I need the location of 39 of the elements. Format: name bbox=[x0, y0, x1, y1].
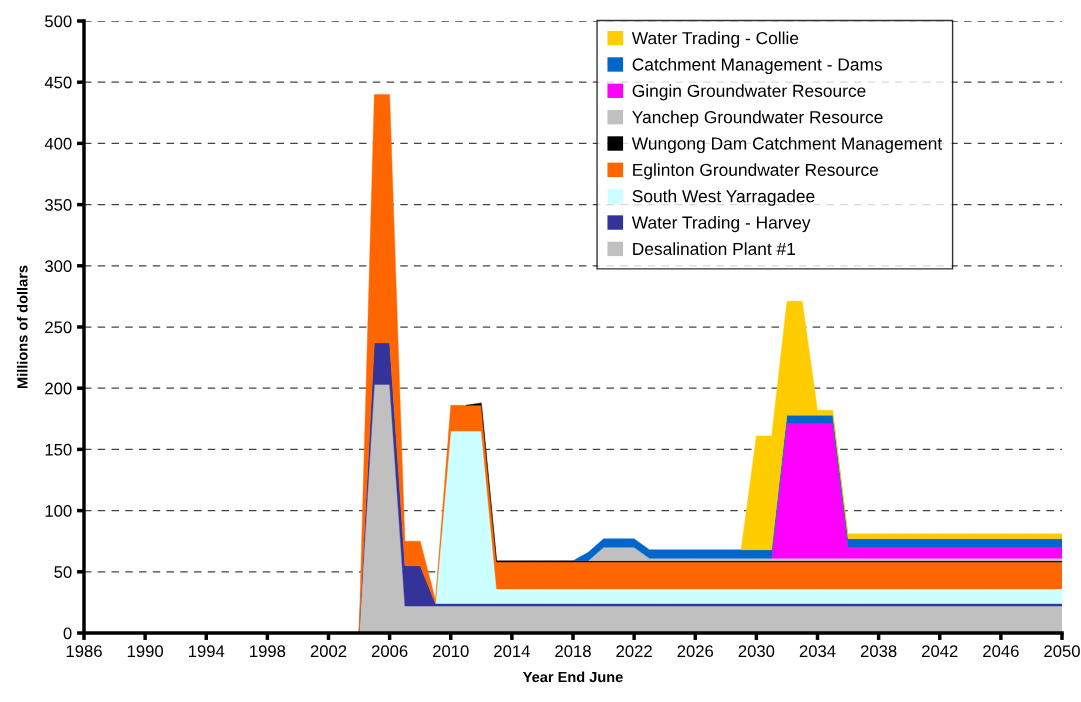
x-tick-label: 2026 bbox=[677, 645, 714, 658]
y-tick-label: 300 bbox=[45, 260, 72, 272]
legend-label: Water Trading - Harvey bbox=[631, 215, 811, 233]
legend-label: Yanchep Groundwater Resource bbox=[632, 110, 883, 127]
x-tick-label: 2010 bbox=[433, 645, 469, 658]
y-tick-label: 0 bbox=[63, 627, 72, 640]
x-axis-title: Year End June bbox=[523, 671, 623, 683]
x-tick-label: 2022 bbox=[616, 645, 652, 658]
y-tick-label: 100 bbox=[45, 505, 72, 517]
legend-label: Desalination Plant #1 bbox=[633, 242, 795, 256]
x-tick-label: 2006 bbox=[371, 645, 408, 658]
x-tick-label: 1986 bbox=[66, 645, 102, 658]
y-tick-label: 350 bbox=[45, 199, 72, 211]
x-tick-label: 1994 bbox=[188, 645, 225, 658]
legend-label: Wungong Dam Catchment Management bbox=[631, 136, 943, 154]
x-tick-label: 2050 bbox=[1044, 645, 1080, 658]
y-tick-label: 200 bbox=[45, 382, 72, 395]
legend-label: South West Yarragadee bbox=[632, 189, 815, 206]
legend-label: Catchment Management - Dams bbox=[632, 57, 883, 75]
x-tick-label: 2042 bbox=[922, 645, 958, 658]
x-tick-label: 2038 bbox=[860, 645, 897, 658]
x-tick-label: 1998 bbox=[250, 645, 286, 658]
y-tick-label: 150 bbox=[45, 443, 72, 456]
y-tick-label: 500 bbox=[45, 15, 72, 28]
y-tick-label: 250 bbox=[45, 321, 72, 334]
x-tick-label: 2046 bbox=[983, 645, 1019, 658]
x-tick-label: 2014 bbox=[494, 645, 530, 658]
legend-label: Eglinton Groundwater Resource bbox=[633, 163, 879, 180]
x-tick-label: 2030 bbox=[738, 645, 775, 658]
x-tick-label: 2034 bbox=[799, 645, 836, 658]
y-axis-title: Millions of dollars bbox=[16, 265, 28, 388]
x-tick-label: 2018 bbox=[555, 645, 591, 658]
y-tick-label: 400 bbox=[44, 137, 72, 150]
legend-label: Gingin Groundwater Resource bbox=[632, 84, 866, 101]
x-tick-label: 2002 bbox=[310, 645, 347, 658]
legend-label: Water Trading - Collie bbox=[631, 31, 799, 48]
x-tick-label: 1990 bbox=[127, 645, 164, 658]
y-tick-label: 450 bbox=[44, 76, 72, 89]
y-tick-label: 50 bbox=[54, 566, 72, 578]
